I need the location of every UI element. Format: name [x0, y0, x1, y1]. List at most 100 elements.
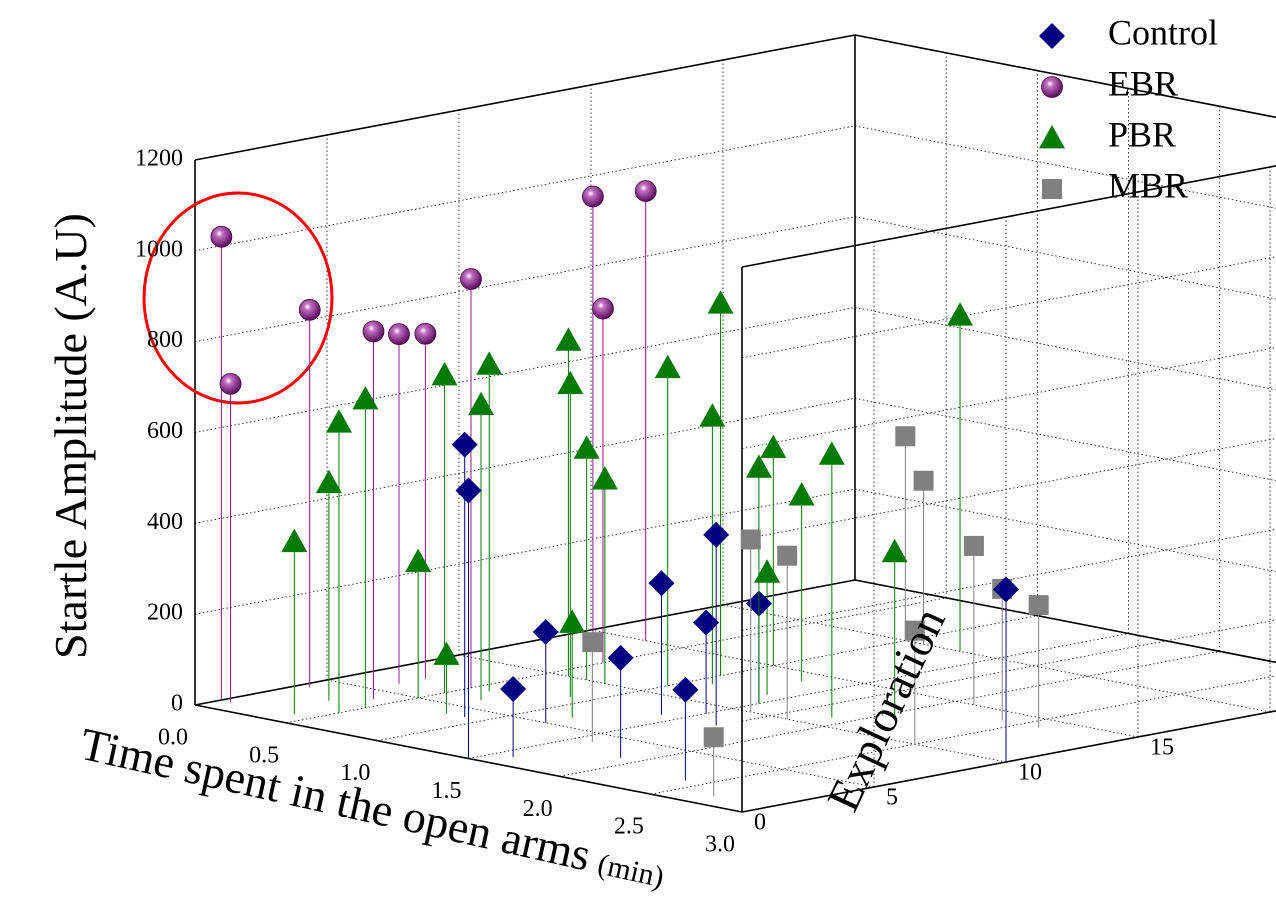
- point-pbr: [591, 466, 618, 490]
- point-control: [532, 618, 559, 645]
- floor-grid-line-y: [590, 629, 1139, 738]
- x-tick-label: 2.5: [614, 814, 644, 840]
- point-pbr: [468, 391, 495, 416]
- axes-frame: [194, 34, 1276, 813]
- right-wall-grid-horizontal: [741, 347, 1276, 450]
- point-control: [693, 609, 720, 636]
- frame-edge: [741, 165, 1276, 268]
- point-pbr: [433, 641, 460, 665]
- x-tick-label: 1.5: [432, 778, 462, 804]
- y-tick-label: 0: [754, 810, 766, 836]
- point-mbr: [895, 426, 916, 447]
- point-ebr: [298, 298, 321, 321]
- point-mbr: [963, 535, 984, 556]
- point-control: [455, 477, 482, 504]
- point-control: [451, 431, 478, 458]
- point-pbr: [431, 361, 458, 386]
- point-ebr: [414, 322, 437, 345]
- point-control: [993, 576, 1019, 603]
- right-wall-grid-horizontal: [741, 437, 1276, 540]
- point-pbr: [788, 482, 815, 506]
- frame-edge: [854, 34, 1276, 119]
- point-pbr: [555, 327, 582, 351]
- ticks-layer: 0 200 400 600 800 1000 1200 0.0 0.5 1.0 1.5 2.0 2.5 3…: [135, 146, 1174, 858]
- floor-grid-line-y: [326, 679, 875, 788]
- x-axis-title-unit: (min): [595, 848, 667, 895]
- legend-marker-control: [1039, 23, 1065, 49]
- back-wall-grid-horizontal: [854, 125, 1276, 209]
- points-layer: [210, 180, 1049, 797]
- right-wall-grid-horizontal: [741, 165, 1276, 268]
- frame-edge: [194, 34, 856, 161]
- point-pbr: [281, 528, 308, 553]
- point-mbr: [582, 632, 603, 653]
- point-pbr: [881, 538, 908, 563]
- frame-edge: [194, 579, 856, 706]
- point-pbr: [818, 441, 845, 465]
- point-mbr: [913, 470, 934, 491]
- z-tick-label: 200: [147, 600, 183, 626]
- back-wall-grid-horizontal: [854, 397, 1276, 482]
- point-mbr: [703, 727, 724, 748]
- point-ebr: [592, 297, 614, 320]
- y-tick-label: 5: [886, 785, 898, 811]
- point-pbr: [352, 386, 379, 410]
- back-wall-grid-horizontal: [854, 307, 1276, 391]
- point-mbr: [904, 620, 925, 641]
- point-pbr: [699, 403, 726, 427]
- point-mbr: [777, 545, 798, 566]
- point-ebr: [388, 323, 410, 346]
- point-ebr: [210, 225, 233, 248]
- point-ebr: [582, 185, 604, 208]
- point-pbr: [947, 302, 974, 326]
- z-tick-label: 800: [147, 327, 183, 353]
- point-pbr: [707, 290, 734, 314]
- point-ebr: [634, 180, 657, 202]
- point-control: [607, 644, 634, 671]
- x-axis-title: Time spent in the open arms(min): [76, 718, 670, 897]
- left-wall-grid-horizontal: [194, 216, 856, 343]
- point-pbr: [559, 609, 586, 633]
- z-axis-title: Startle Amplitude (A.U): [45, 213, 96, 659]
- x-tick-label: 1.0: [340, 760, 370, 786]
- z-tick-label: 400: [147, 509, 183, 535]
- y-tick-label: 15: [1150, 735, 1174, 761]
- highlight-layer: [142, 191, 334, 405]
- legend: Control EBR PBR MBR: [1039, 12, 1218, 205]
- frame-edge: [741, 710, 1276, 813]
- x-tick-label: 0.5: [249, 742, 279, 768]
- frame-edge: [854, 579, 1276, 664]
- x-tick-label: 3.0: [705, 832, 735, 858]
- back-wall-grid-horizontal: [854, 488, 1276, 572]
- legend-label-mbr: MBR: [1108, 165, 1188, 205]
- point-control: [703, 521, 730, 548]
- point-pbr: [654, 354, 681, 379]
- legend-label-ebr: EBR: [1108, 63, 1178, 103]
- legend-marker-pbr: [1039, 125, 1065, 149]
- z-tick-label: 600: [147, 418, 183, 444]
- left-wall-grid-horizontal: [194, 125, 856, 252]
- point-pbr: [557, 370, 584, 395]
- point-control: [648, 570, 675, 597]
- legend-marker-ebr: [1041, 76, 1063, 98]
- legend-marker-mbr: [1042, 179, 1062, 199]
- highlight-circle: [142, 191, 334, 405]
- x-tick-label: 2.0: [523, 796, 553, 822]
- point-control: [500, 675, 527, 702]
- legend-label-control: Control: [1108, 12, 1218, 52]
- point-control: [672, 676, 699, 703]
- point-pbr: [325, 409, 352, 433]
- point-pbr: [754, 559, 781, 583]
- legend-label-pbr: PBR: [1108, 114, 1176, 154]
- point-pbr: [745, 454, 772, 478]
- axis-titles: Startle Amplitude (A.U) Time spent in th…: [45, 213, 955, 897]
- y-tick-label: 10: [1018, 760, 1042, 786]
- floor-grid-line-x: [468, 633, 1129, 759]
- point-pbr: [405, 548, 432, 572]
- floor-grid-line-x: [650, 675, 1276, 795]
- z-tick-label: 1200: [135, 146, 183, 172]
- point-pbr: [315, 469, 342, 494]
- point-ebr: [460, 268, 482, 290]
- right-wall-grid-horizontal: [741, 619, 1276, 722]
